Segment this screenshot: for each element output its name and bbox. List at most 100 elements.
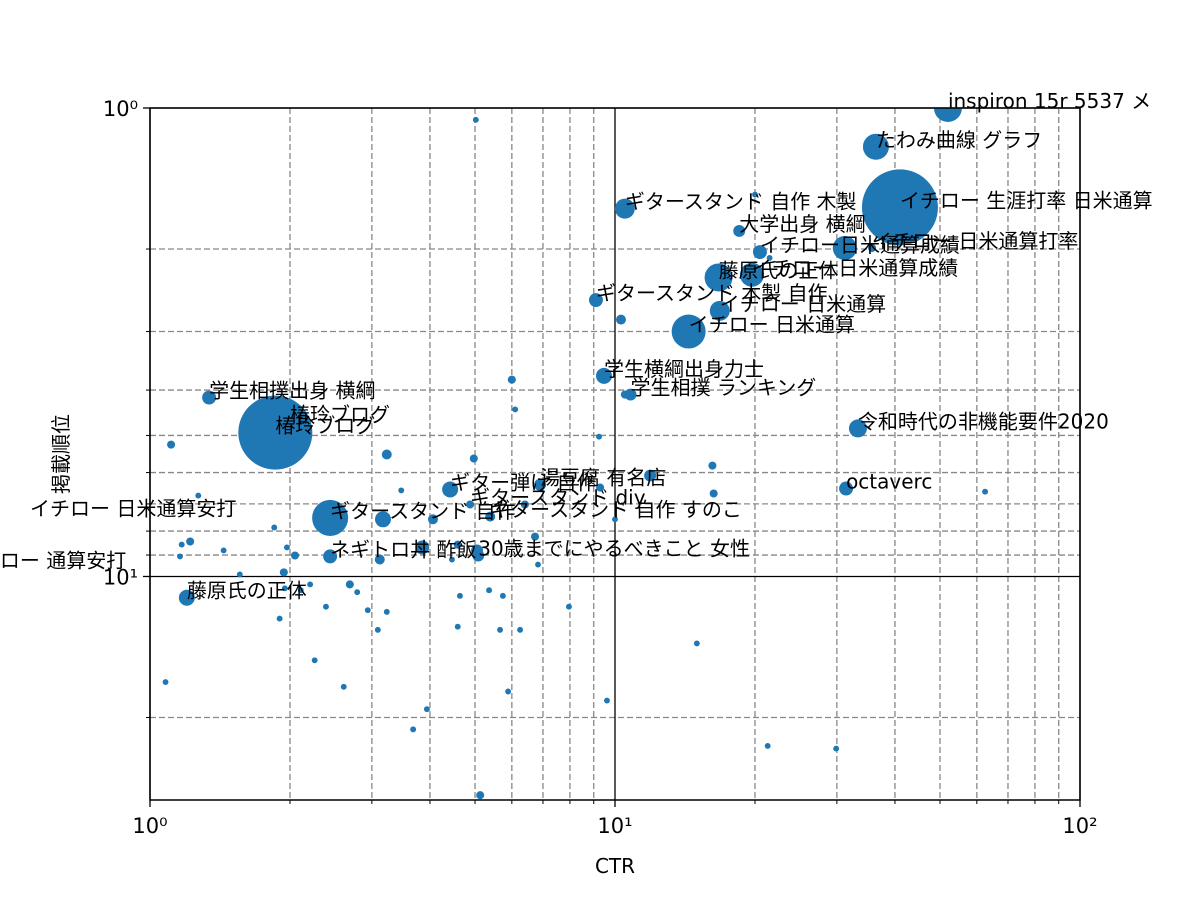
point-label: 令和時代の非機能要件2020 — [858, 409, 1109, 433]
point — [588, 293, 603, 308]
point — [848, 419, 867, 438]
point — [764, 742, 771, 749]
point — [704, 263, 733, 292]
point — [186, 537, 195, 546]
point — [466, 500, 475, 509]
point — [614, 198, 635, 219]
point — [410, 726, 417, 733]
point — [442, 481, 459, 498]
point — [517, 626, 524, 633]
point — [374, 626, 381, 633]
point — [867, 243, 877, 253]
point — [453, 540, 462, 549]
point — [766, 255, 773, 261]
point — [486, 587, 493, 594]
point — [471, 544, 484, 557]
point-label: 湯豆腐 有名店 — [540, 466, 666, 490]
point — [345, 580, 354, 589]
point — [709, 300, 730, 321]
point — [530, 532, 540, 541]
point — [512, 406, 519, 413]
point-label: ギタースタンド 自作 — [330, 499, 515, 523]
point — [195, 492, 202, 499]
point-label: inspiron 15r 5537 メ — [948, 89, 1151, 113]
point — [281, 585, 288, 592]
point — [620, 390, 629, 399]
point — [472, 116, 479, 123]
point — [178, 589, 195, 606]
point — [476, 791, 485, 800]
point-label: 学生相撲 ランキング — [631, 376, 817, 400]
point — [708, 461, 717, 470]
plot-area — [162, 108, 989, 800]
point-label: イチロー 日米通算 — [689, 313, 855, 337]
point — [839, 481, 854, 496]
point-label: イチロー 通算安打 — [0, 548, 126, 572]
point — [505, 688, 512, 695]
point — [279, 568, 288, 577]
point-label: 大学出身 横綱 — [739, 212, 865, 236]
x-tick-label: 10⁰ — [132, 814, 167, 838]
point — [238, 395, 313, 470]
point — [423, 706, 430, 713]
point — [612, 516, 618, 523]
point-label: イチロー 日米通算成績 — [752, 256, 958, 280]
point-label: イチロー 日米通算打率 — [872, 229, 1078, 253]
point — [615, 314, 626, 325]
point-label: 学生横綱出身力士 — [604, 357, 764, 381]
point — [236, 571, 243, 578]
point-label: たわみ曲線 グラフ — [876, 128, 1042, 152]
point — [861, 169, 938, 246]
point — [374, 554, 385, 565]
point — [448, 556, 455, 563]
x-tick-label: 10¹ — [597, 814, 632, 838]
point-label: イチロー日米通算成績 — [760, 233, 960, 257]
point-label: イチロー 日米通算 — [720, 292, 886, 316]
point — [307, 581, 314, 588]
point — [520, 500, 529, 509]
point — [644, 469, 657, 482]
point-label: 学生相撲出身 横綱 — [209, 379, 375, 403]
point — [283, 544, 290, 551]
y-tick-label: 10¹ — [103, 565, 138, 589]
point — [469, 454, 478, 463]
point — [752, 245, 767, 260]
point-label: ギタースタンド 自作 すのこ — [490, 498, 742, 522]
point-label: 椿玲ブログ — [290, 403, 390, 427]
point — [709, 489, 718, 498]
point — [427, 514, 438, 525]
point — [534, 478, 547, 491]
point — [323, 549, 338, 564]
point — [323, 603, 329, 610]
point — [285, 417, 295, 426]
point — [739, 262, 764, 287]
point — [340, 683, 347, 690]
point-label: ギタースタンド 木製 自作 — [596, 281, 828, 305]
point — [982, 488, 989, 495]
ticks: 10⁰ 10¹ 10² 10⁰ 10¹ — [103, 97, 1098, 838]
point — [507, 375, 516, 384]
point — [271, 524, 278, 531]
y-tick-label: 10⁰ — [103, 97, 138, 121]
point — [671, 314, 706, 349]
point — [596, 483, 605, 492]
point — [752, 191, 758, 198]
point — [833, 745, 840, 752]
point — [596, 433, 602, 440]
point-label: 30歳までにやるべきこと 女性 — [478, 536, 750, 560]
point-label: 藤原氏の正体 — [719, 258, 839, 282]
point — [497, 626, 504, 633]
point — [276, 615, 283, 622]
x-axis-label: CTR — [595, 854, 635, 878]
point-label: ギタースタンド 自作 木製 — [625, 190, 857, 214]
point-label: octaverc — [846, 470, 932, 494]
point — [354, 589, 361, 596]
point — [454, 623, 461, 630]
point-label: イチロー 日米通算安打 — [30, 496, 236, 520]
point — [297, 587, 304, 594]
point — [565, 603, 572, 610]
point — [596, 367, 612, 384]
point — [383, 608, 390, 615]
point — [311, 657, 318, 664]
